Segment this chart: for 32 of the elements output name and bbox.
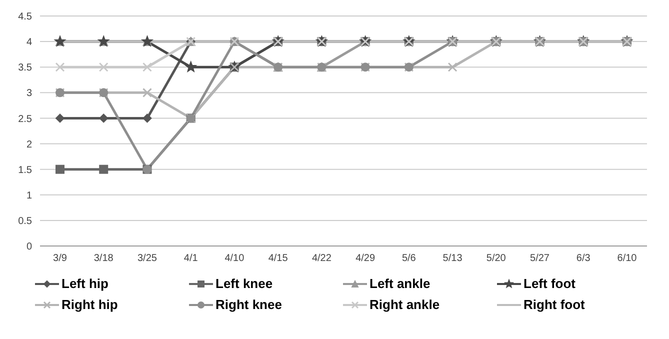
y-tick-label: 2.5 bbox=[18, 114, 32, 125]
x-tick-label: 6/10 bbox=[617, 253, 638, 264]
legend-label: Left knee bbox=[216, 276, 273, 291]
legend-label: Left foot bbox=[524, 276, 576, 291]
y-tick-label: 3 bbox=[26, 88, 32, 100]
y-tick-label: 4 bbox=[26, 37, 32, 48]
x-tick-label: 3/9 bbox=[53, 253, 68, 264]
legend-label: Left hip bbox=[62, 276, 108, 291]
legend-label: Right ankle bbox=[370, 297, 440, 312]
x-tick-label: 5/13 bbox=[442, 253, 463, 264]
x-tick-label: 6/3 bbox=[576, 253, 591, 264]
x-tick-label: 4/22 bbox=[312, 253, 332, 264]
x-tick-label: 5/6 bbox=[402, 253, 416, 264]
x-tick-label: 3/18 bbox=[94, 253, 114, 264]
x-tick-label: 5/27 bbox=[530, 253, 550, 264]
y-tick-label: 0 bbox=[26, 242, 32, 253]
y-tick-label: 3.5 bbox=[18, 62, 32, 74]
x-tick-label: 5/20 bbox=[486, 253, 506, 264]
y-tick-label: 2 bbox=[26, 139, 32, 150]
x-tick-label: 3/25 bbox=[137, 253, 158, 264]
x-tick-label: 4/29 bbox=[356, 253, 376, 264]
y-tick-label: 0.5 bbox=[18, 216, 32, 227]
x-tick-label: 4/1 bbox=[184, 253, 198, 264]
x-tick-label: 4/15 bbox=[268, 253, 288, 264]
y-tick-label: 1 bbox=[26, 190, 32, 202]
legend-label: Right hip bbox=[62, 297, 118, 312]
legend-label: Left ankle bbox=[370, 276, 430, 291]
y-tick-label: 1.5 bbox=[18, 164, 32, 176]
x-tick-label: 4/10 bbox=[224, 253, 245, 264]
legend-label: Right knee bbox=[216, 297, 282, 312]
legend-label: Right foot bbox=[524, 297, 585, 312]
y-tick-label: 4.5 bbox=[18, 12, 32, 23]
